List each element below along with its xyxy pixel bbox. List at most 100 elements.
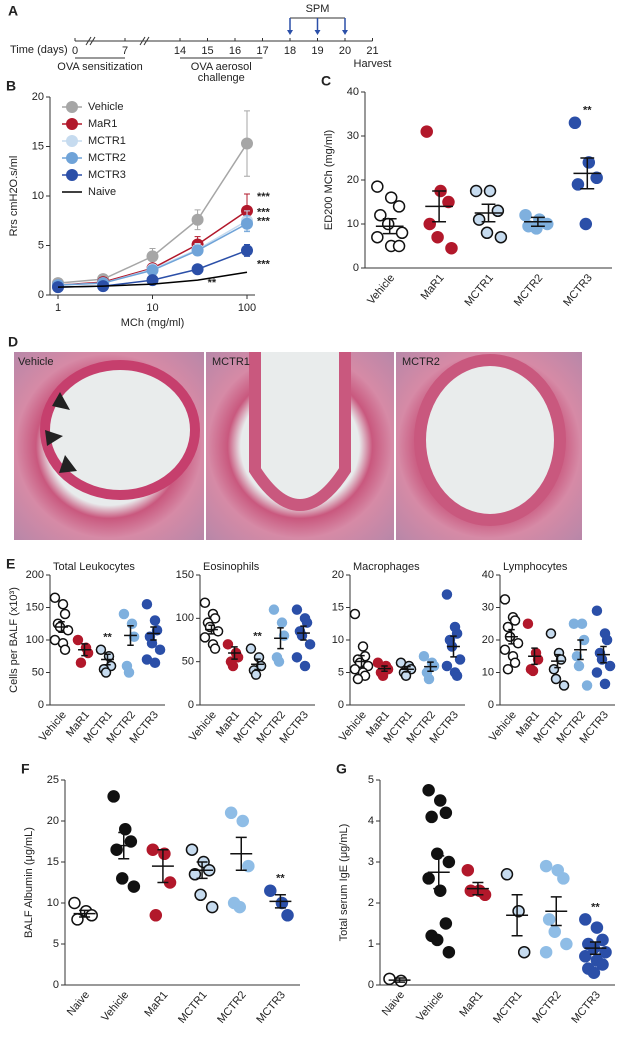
data-point — [273, 656, 285, 667]
image-label: MCTR1 — [212, 356, 250, 368]
data-point — [349, 608, 361, 620]
y-tick-label: 100 — [26, 634, 44, 646]
y-tick-label: 5 — [53, 938, 59, 950]
data-point — [542, 913, 556, 926]
data-point — [185, 843, 199, 856]
phase-label: OVA sensitization — [57, 61, 142, 73]
data-point — [431, 230, 444, 244]
data-point — [95, 644, 107, 655]
marker — [241, 217, 253, 230]
marker — [191, 244, 204, 257]
x-tick-label: MCTR1 — [462, 272, 496, 309]
data-point — [439, 917, 453, 930]
y-tick-label: 10 — [32, 190, 44, 202]
data-point — [548, 925, 561, 938]
data-point — [123, 667, 135, 678]
data-point — [571, 651, 583, 662]
error-bar — [589, 941, 601, 955]
data-point — [500, 868, 514, 881]
y-tick-label: 5 — [368, 774, 374, 786]
data-point — [276, 617, 288, 628]
y-tick-label: 20 — [32, 91, 44, 103]
data-point — [532, 654, 544, 665]
data-point — [59, 608, 71, 620]
data-point — [599, 945, 612, 959]
marker — [241, 244, 253, 257]
legend-swatch — [66, 152, 78, 164]
error-bar — [79, 909, 91, 918]
error-bar — [358, 654, 365, 669]
data-point — [517, 945, 531, 959]
x-tick-label: MCTR3 — [569, 989, 603, 1026]
error-bar — [58, 621, 65, 633]
y-tick-label: 0 — [488, 699, 494, 711]
legend-label: MaR1 — [88, 118, 117, 130]
data-point — [100, 667, 112, 678]
error-bar — [531, 647, 538, 666]
y-tick-label: 3 — [368, 856, 374, 868]
data-point — [541, 217, 554, 231]
y-tick-label: 2 — [368, 897, 374, 909]
data-point — [420, 125, 433, 138]
data-point — [596, 933, 609, 947]
data-point — [545, 628, 557, 639]
data-point — [604, 660, 616, 672]
arrow-head — [342, 30, 348, 35]
error-bar — [481, 203, 496, 223]
data-point — [519, 208, 532, 222]
data-point — [587, 966, 601, 979]
tick-label: 16 — [229, 45, 241, 57]
error-bar — [127, 624, 134, 646]
data-point — [451, 670, 463, 681]
y-tick-label: 10 — [347, 218, 359, 230]
data-point — [441, 589, 453, 600]
data-point — [442, 945, 456, 959]
phase-label: OVA aerosol challenge — [191, 61, 252, 84]
error-bar — [580, 157, 595, 190]
legend-label: Naive — [88, 186, 116, 198]
data-point — [568, 116, 582, 130]
y-tick-label: 0 — [53, 979, 59, 991]
image-label: MCTR2 — [402, 356, 440, 368]
data-point — [209, 643, 221, 654]
data-point — [371, 180, 384, 193]
subplot-title: Macrophages — [353, 561, 420, 573]
x-tick-label: 10 — [146, 302, 158, 314]
x-tick-label: MaR1 — [142, 989, 170, 1019]
data-point — [581, 680, 593, 691]
data-point — [395, 226, 409, 240]
y-tick-label: 10 — [332, 634, 344, 646]
end-label: Harvest — [354, 58, 392, 70]
legend-swatch — [66, 118, 78, 130]
data-point — [512, 638, 524, 649]
data-point — [539, 945, 553, 959]
data-point — [509, 657, 521, 668]
error-bar — [157, 848, 169, 884]
data-point — [149, 657, 161, 668]
y-tick-label: 100 — [176, 612, 194, 624]
x-tick-label: Vehicle — [487, 709, 519, 744]
subplot-title: Total Leukocytes — [53, 561, 135, 573]
data-point — [85, 909, 98, 922]
y-axis-label: Cells per BALF (x10³) — [8, 587, 20, 693]
series-line — [57, 271, 248, 288]
data-point — [141, 599, 153, 610]
data-point — [454, 654, 466, 665]
error-bar — [300, 625, 307, 641]
error-bar — [382, 217, 397, 235]
data-point — [62, 625, 74, 636]
data-point — [233, 900, 246, 914]
data-point — [212, 626, 224, 637]
data-point — [127, 880, 141, 893]
x-axis-label: MCh (mg/ml) — [121, 317, 185, 329]
data-point — [530, 222, 543, 235]
data-point — [242, 859, 255, 873]
error-bar — [450, 635, 457, 658]
y-tick-label: 40 — [482, 569, 494, 581]
y-tick-label: 10 — [482, 666, 494, 678]
data-point — [558, 680, 570, 691]
data-point — [275, 896, 289, 910]
data-point — [149, 615, 161, 626]
